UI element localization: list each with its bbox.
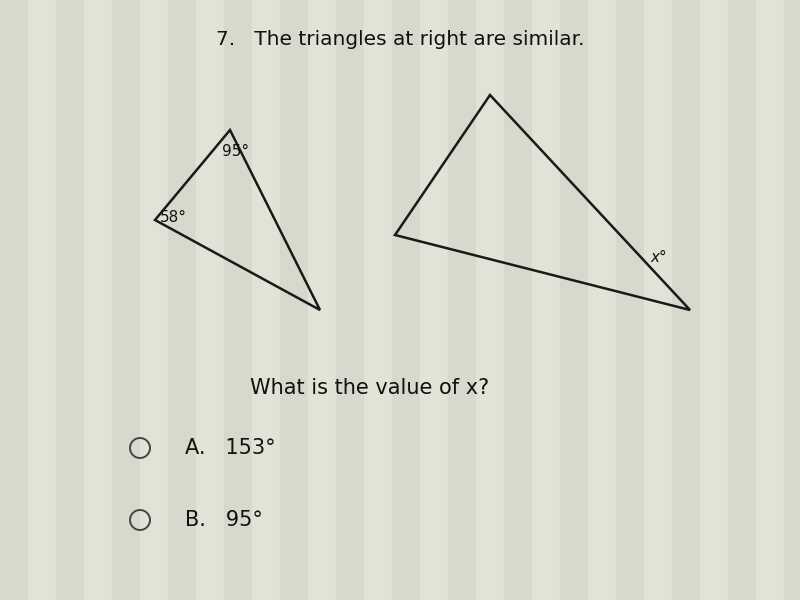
Text: 95°: 95° bbox=[222, 145, 249, 160]
Bar bbox=[224, 0, 252, 600]
Bar bbox=[140, 0, 168, 600]
Bar bbox=[28, 0, 56, 600]
Bar bbox=[448, 0, 476, 600]
Bar bbox=[392, 0, 420, 600]
Bar bbox=[0, 0, 28, 600]
Bar bbox=[784, 0, 800, 600]
Bar bbox=[308, 0, 336, 600]
Text: What is the value of x?: What is the value of x? bbox=[250, 378, 490, 398]
Text: B.   95°: B. 95° bbox=[185, 510, 263, 530]
Bar bbox=[364, 0, 392, 600]
Bar bbox=[560, 0, 588, 600]
Bar bbox=[280, 0, 308, 600]
Bar bbox=[672, 0, 700, 600]
Bar bbox=[56, 0, 84, 600]
Bar bbox=[196, 0, 224, 600]
Bar bbox=[168, 0, 196, 600]
Bar bbox=[728, 0, 756, 600]
Bar bbox=[588, 0, 616, 600]
Bar bbox=[700, 0, 728, 600]
Bar bbox=[644, 0, 672, 600]
Bar bbox=[336, 0, 364, 600]
Text: 7.   The triangles at right are similar.: 7. The triangles at right are similar. bbox=[216, 30, 584, 49]
Bar bbox=[420, 0, 448, 600]
Bar bbox=[476, 0, 504, 600]
Bar bbox=[504, 0, 532, 600]
Text: x°: x° bbox=[650, 251, 666, 265]
Bar bbox=[84, 0, 112, 600]
Bar bbox=[532, 0, 560, 600]
Bar bbox=[756, 0, 784, 600]
Text: A.   153°: A. 153° bbox=[185, 438, 276, 458]
Bar bbox=[616, 0, 644, 600]
Bar bbox=[252, 0, 280, 600]
Bar bbox=[112, 0, 140, 600]
Text: 58°: 58° bbox=[160, 211, 187, 226]
